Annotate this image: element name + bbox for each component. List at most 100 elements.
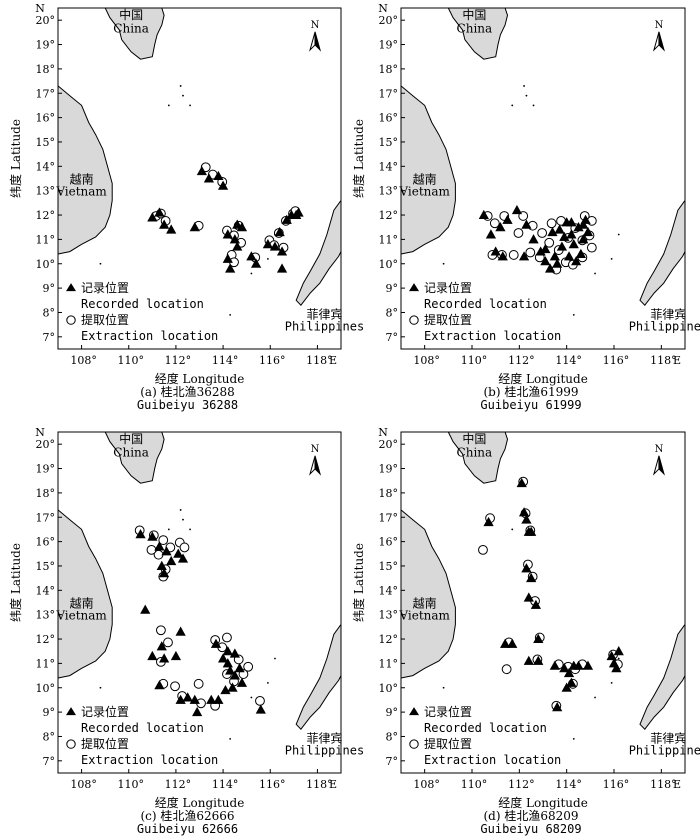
recorded-point <box>250 258 262 268</box>
y-tick-label: 19° <box>379 463 399 476</box>
y-tick-label: 10° <box>379 682 399 695</box>
recorded-point <box>213 170 224 181</box>
extraction-point <box>501 664 512 675</box>
y-tick-label: 17° <box>379 511 399 524</box>
y-tick-label: 9° <box>43 706 56 719</box>
y-tick-label: 12° <box>379 209 399 222</box>
y-tick-label: 13° <box>379 609 399 622</box>
recorded-point <box>478 209 489 220</box>
recorded-point <box>159 568 170 578</box>
y-tick-label: 16° <box>36 112 56 125</box>
x-axis-end-label: E <box>329 354 337 367</box>
legend-recorded-icon <box>409 707 419 716</box>
label-vietnam-en: Vietnam <box>398 185 450 199</box>
islet <box>250 272 253 275</box>
islet <box>179 509 182 511</box>
recorded-point <box>189 221 200 232</box>
x-tick-label: 108° <box>70 778 97 791</box>
land-china <box>447 7 509 60</box>
islet <box>511 104 514 107</box>
recorded-point <box>182 692 193 702</box>
label-china-en: China <box>457 21 493 35</box>
north-arrow-icon <box>652 31 660 52</box>
recorded-point <box>159 219 170 229</box>
islet <box>525 94 528 97</box>
recorded-point <box>575 248 586 258</box>
islet <box>167 528 170 531</box>
legend-recorded-zh: 记录位置 <box>424 704 472 719</box>
label-philippines-en: Philippines <box>285 744 364 758</box>
label-vietnam-en: Vietnam <box>55 609 107 623</box>
y-tick-label: 20° <box>379 14 399 27</box>
y-tick-label: 12° <box>379 633 399 646</box>
recorded-point <box>225 263 236 273</box>
islet <box>167 104 170 107</box>
recorded-point <box>255 704 266 714</box>
y-axis-end-label: N <box>378 426 388 439</box>
extraction-point <box>179 542 190 553</box>
recorded-point <box>518 251 530 261</box>
y-tick-label: 8° <box>43 730 56 743</box>
y-tick-label: 7° <box>386 331 399 344</box>
recorded-point <box>497 251 508 261</box>
recorded-point <box>559 663 570 673</box>
caption-subtitle: Guibeiyu 68209 <box>480 822 581 836</box>
extraction-point <box>163 637 173 648</box>
recorded-point <box>495 221 506 232</box>
x-tick-label: 112° <box>508 778 535 791</box>
recorded-point <box>206 694 217 704</box>
y-tick-label: 18° <box>379 63 399 76</box>
recorded-point <box>561 682 572 692</box>
legend-recorded-icon <box>409 283 419 292</box>
label-philippines-zh: 菲律宾 <box>650 307 686 322</box>
land-philippines <box>639 198 686 306</box>
legend-recorded-zh: 记录位置 <box>424 280 472 295</box>
y-tick-label: 7° <box>43 331 56 344</box>
y-tick-label: 16° <box>379 112 399 125</box>
recorded-point <box>140 604 151 614</box>
recorded-point <box>606 650 617 661</box>
y-tick-label: 14° <box>379 160 399 173</box>
label-vietnam-zh: 越南 <box>70 595 94 610</box>
recorded-point <box>192 706 203 717</box>
recorded-point <box>220 684 231 695</box>
y-axis-label: 纬度 Latitude <box>351 543 366 622</box>
y-tick-label: 9° <box>386 282 399 295</box>
islet <box>189 528 191 531</box>
map-panel-d: 7°8°9°10°11°12°13°14°15°16°17°18°19°20°N… <box>351 426 700 836</box>
islet <box>572 738 575 740</box>
islet <box>572 314 575 316</box>
recorded-point <box>485 229 497 239</box>
legend-extraction-en: Extraction location <box>424 753 561 767</box>
y-tick-label: 14° <box>379 584 399 597</box>
y-tick-label: 19° <box>379 39 399 52</box>
recorded-point <box>552 702 563 712</box>
north-arrow-label: N <box>655 444 664 455</box>
y-tick-label: 8° <box>43 306 56 319</box>
x-axis-label: 经度 Longitude <box>498 795 588 810</box>
y-tick-label: 14° <box>36 584 56 597</box>
recorded-point <box>225 665 236 675</box>
y-tick-label: 11° <box>36 657 56 670</box>
label-philippines-zh: 菲律宾 <box>306 731 342 746</box>
recorded-point <box>516 477 527 488</box>
legend-extraction-icon <box>409 315 419 325</box>
legend-extraction-zh: 提取位置 <box>81 736 129 751</box>
y-tick-label: 10° <box>379 258 399 271</box>
recorded-point <box>156 641 167 651</box>
north-arrow-icon <box>652 455 660 476</box>
north-arrow-icon-dark <box>658 455 665 476</box>
extraction-point <box>586 242 597 253</box>
extraction-point <box>156 625 166 636</box>
islet <box>617 233 620 236</box>
recorded-point <box>571 256 582 266</box>
y-axis-end-label: N <box>378 2 388 15</box>
land-vietnam <box>57 508 113 679</box>
caption-title: (b) 桂北渔61999 <box>483 384 578 399</box>
recorded-point <box>147 650 158 661</box>
x-tick-label: 114° <box>212 354 239 367</box>
recorded-point <box>156 560 167 570</box>
recorded-point <box>276 246 288 256</box>
legend-extraction-en: Extraction location <box>81 329 218 343</box>
recorded-point <box>549 660 560 670</box>
